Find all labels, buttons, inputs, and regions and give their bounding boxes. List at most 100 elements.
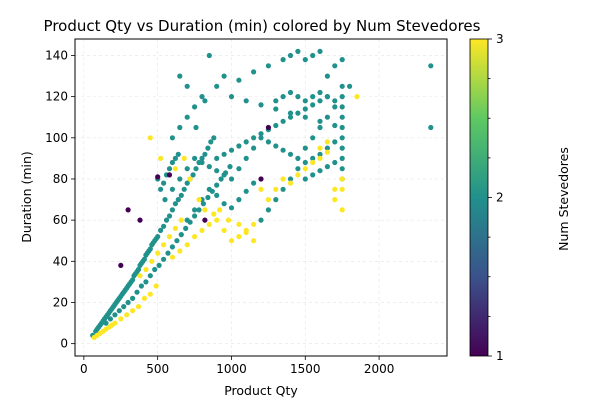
data-point — [192, 213, 198, 219]
data-point — [109, 306, 115, 312]
data-point — [251, 238, 257, 244]
data-point — [199, 227, 205, 233]
data-point — [103, 314, 109, 320]
data-point — [184, 180, 190, 186]
data-point — [118, 316, 124, 322]
data-point — [112, 312, 118, 318]
data-point — [161, 256, 167, 262]
data-point — [243, 98, 249, 104]
data-point — [196, 207, 202, 213]
data-point — [97, 322, 103, 328]
data-point — [287, 151, 294, 157]
data-point — [280, 176, 286, 182]
data-point — [332, 104, 338, 110]
data-point — [258, 186, 264, 192]
data-point — [236, 166, 242, 172]
data-point — [280, 94, 286, 100]
data-point — [295, 166, 301, 172]
data-point — [221, 172, 227, 178]
data-point — [302, 114, 308, 120]
data-point — [130, 277, 136, 283]
data-point — [206, 186, 212, 192]
data-point — [317, 145, 323, 151]
data-point — [211, 135, 217, 141]
data-point — [183, 225, 189, 231]
data-point — [116, 308, 122, 314]
data-point — [339, 83, 345, 89]
x-axis-label: Product Qty — [224, 383, 298, 398]
x-tick-label: 2000 — [364, 362, 395, 376]
plot-frame — [74, 38, 448, 357]
data-point — [324, 114, 330, 120]
data-point — [258, 131, 264, 137]
data-point — [158, 155, 164, 161]
data-point — [287, 110, 294, 116]
data-point — [354, 94, 360, 100]
data-point — [258, 176, 264, 182]
data-point — [103, 320, 109, 326]
data-point — [196, 197, 202, 203]
data-point — [177, 73, 183, 79]
data-point — [310, 159, 316, 166]
data-point — [339, 104, 345, 110]
y-axis-ticks: 0 20 40 60 80 100 120 140 — [45, 48, 75, 351]
data-point — [137, 273, 143, 279]
data-point — [228, 94, 235, 100]
data-point — [121, 304, 127, 310]
data-point — [280, 147, 286, 153]
data-point — [339, 94, 345, 100]
data-point — [178, 192, 184, 198]
data-point — [273, 143, 279, 149]
data-point — [428, 63, 434, 69]
data-point — [199, 159, 205, 166]
colorbar-tick-label: 2 — [496, 191, 504, 205]
data-point — [130, 308, 136, 314]
data-point — [214, 168, 220, 174]
data-point — [134, 289, 140, 295]
data-point — [287, 114, 294, 120]
data-point — [339, 155, 345, 161]
data-point — [202, 207, 208, 213]
data-point — [265, 197, 271, 203]
data-point — [162, 197, 168, 203]
data-point — [251, 145, 257, 151]
scatter-points — [90, 48, 434, 341]
data-point — [310, 52, 316, 59]
data-point — [273, 186, 279, 192]
data-point — [332, 139, 338, 145]
data-point — [115, 297, 121, 303]
y-tick-label: 140 — [45, 48, 68, 62]
data-point — [178, 217, 184, 223]
data-point — [258, 102, 264, 108]
data-point — [214, 83, 220, 89]
data-point — [143, 266, 149, 273]
data-point — [143, 279, 149, 285]
data-point — [147, 135, 153, 141]
data-point — [161, 180, 167, 186]
data-point — [251, 69, 257, 75]
data-point — [138, 260, 144, 266]
data-point — [106, 310, 112, 316]
data-point — [221, 227, 227, 233]
data-point — [287, 180, 294, 186]
data-point — [332, 98, 338, 104]
data-point — [295, 48, 301, 55]
data-point — [310, 102, 316, 108]
data-point — [273, 106, 279, 112]
data-point — [166, 166, 173, 172]
x-tick-label: 1000 — [216, 362, 247, 376]
data-point — [192, 155, 198, 161]
data-point — [141, 256, 147, 262]
data-point — [177, 248, 183, 254]
data-point — [310, 155, 316, 161]
data-point — [339, 57, 345, 63]
data-point — [184, 83, 190, 89]
data-point — [317, 151, 323, 157]
data-point — [107, 316, 113, 322]
data-point — [310, 172, 316, 178]
colorbar-ticks: 1 2 3 — [488, 32, 504, 363]
data-point — [163, 217, 170, 223]
data-point — [339, 166, 345, 172]
data-point — [172, 201, 178, 207]
